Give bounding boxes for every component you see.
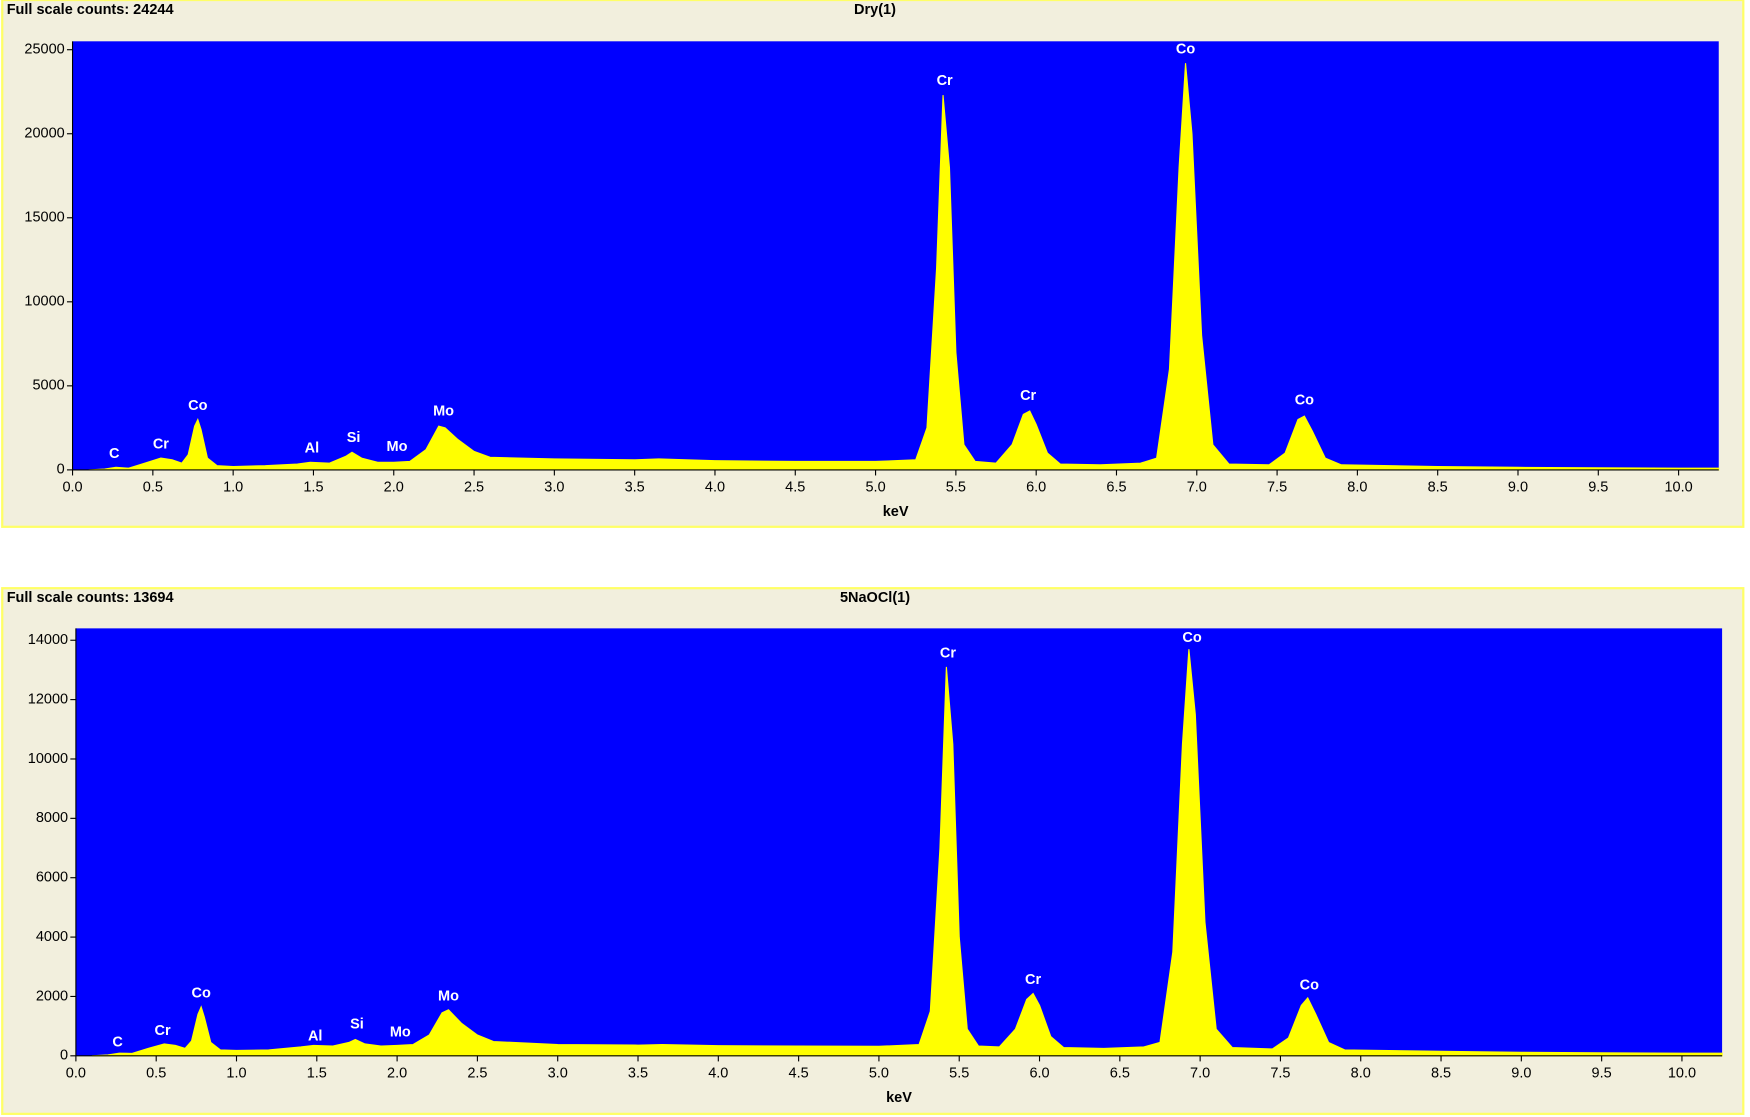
- x-tick-label: 4.5: [785, 480, 805, 496]
- chart-title: 5NaOCl(1): [840, 590, 910, 606]
- x-tick-label: 6.0: [1029, 1066, 1049, 1082]
- x-tick-label: 8.0: [1347, 480, 1367, 496]
- y-tick-label: 4000: [36, 929, 68, 945]
- y-tick-label: 10000: [24, 294, 64, 310]
- peak-label: Mo: [433, 404, 454, 420]
- peak-label: Cr: [153, 437, 169, 453]
- peak-label: Co: [1295, 393, 1314, 409]
- peak-label: Cr: [1020, 388, 1036, 404]
- peak-label: Mo: [386, 439, 407, 455]
- x-tick-label: 8.0: [1351, 1066, 1371, 1082]
- spectrum-area: [91, 649, 1723, 1057]
- plot-background: [75, 628, 1723, 1056]
- y-tick-label: 0: [57, 462, 65, 478]
- y-tick-label: 10000: [28, 751, 68, 767]
- x-tick-label: 5.0: [865, 480, 885, 496]
- peak-label: Cr: [940, 645, 956, 661]
- peak-label: Co: [1176, 42, 1195, 58]
- y-tick-label: 14000: [28, 632, 68, 648]
- x-tick-label: 9.5: [1588, 480, 1608, 496]
- peak-label: Si: [350, 1016, 364, 1032]
- x-tick-label: 1.0: [223, 480, 243, 496]
- peak-label: Cr: [155, 1023, 171, 1039]
- x-tick-label: 8.5: [1428, 480, 1448, 496]
- peak-label: Al: [305, 441, 320, 457]
- peak-label: Mo: [438, 989, 459, 1005]
- x-tick-label: 10.0: [1668, 1066, 1696, 1082]
- y-tick-label: 8000: [36, 810, 68, 826]
- peak-label: Al: [308, 1029, 323, 1045]
- peak-label: Mo: [390, 1024, 411, 1040]
- x-tick-label: 5.0: [869, 1066, 889, 1082]
- x-tick-label: 8.5: [1431, 1066, 1451, 1082]
- y-tick-label: 20000: [24, 126, 64, 142]
- x-tick-label: 2.0: [384, 480, 404, 496]
- peak-label: Co: [188, 398, 207, 414]
- peak-label: C: [112, 1034, 123, 1050]
- x-tick-label: 7.5: [1267, 480, 1287, 496]
- peak-label: Co: [1300, 977, 1319, 993]
- peak-label: Co: [191, 985, 210, 1001]
- spectrum-area: [88, 63, 1720, 471]
- x-tick-label: 9.0: [1508, 480, 1528, 496]
- peak-label: C: [109, 446, 120, 462]
- x-tick-label: 1.5: [307, 1066, 327, 1082]
- y-tick-label: 15000: [24, 210, 64, 226]
- x-tick-label: 6.5: [1110, 1066, 1130, 1082]
- subtitle: Full scale counts: 24244: [7, 2, 174, 18]
- x-tick-label: 4.5: [789, 1066, 809, 1082]
- x-tick-label: 3.5: [628, 1066, 648, 1082]
- x-tick-label: 3.0: [548, 1066, 568, 1082]
- x-tick-label: 0.0: [66, 1066, 86, 1082]
- x-axis-label: keV: [883, 504, 909, 520]
- x-axis-label: keV: [886, 1090, 912, 1106]
- y-tick-label: 0: [60, 1048, 68, 1064]
- x-tick-label: 1.0: [226, 1066, 246, 1082]
- x-tick-label: 5.5: [949, 1066, 969, 1082]
- peak-label: Cr: [937, 73, 953, 89]
- x-tick-label: 5.5: [946, 480, 966, 496]
- x-tick-label: 7.0: [1190, 1066, 1210, 1082]
- y-tick-label: 12000: [28, 691, 68, 707]
- x-tick-label: 1.5: [303, 480, 323, 496]
- x-tick-label: 3.0: [544, 480, 564, 496]
- x-tick-label: 3.5: [625, 480, 645, 496]
- x-tick-label: 4.0: [708, 1066, 728, 1082]
- x-tick-label: 2.5: [464, 480, 484, 496]
- x-tick-label: 9.5: [1592, 1066, 1612, 1082]
- peak-label: Cr: [1025, 972, 1041, 988]
- subtitle: Full scale counts: 13694: [7, 590, 174, 606]
- x-tick-label: 6.0: [1026, 480, 1046, 496]
- peak-label: Si: [347, 430, 361, 446]
- y-tick-label: 25000: [24, 42, 64, 58]
- x-tick-label: 2.5: [467, 1066, 487, 1082]
- x-tick-label: 0.5: [146, 1066, 166, 1082]
- x-tick-label: 0.5: [143, 480, 163, 496]
- y-tick-label: 2000: [36, 988, 68, 1004]
- peak-label: Co: [1182, 630, 1201, 646]
- y-tick-label: 6000: [36, 870, 68, 886]
- x-tick-label: 10.0: [1664, 480, 1692, 496]
- x-tick-label: 4.0: [705, 480, 725, 496]
- x-tick-label: 9.0: [1511, 1066, 1531, 1082]
- y-tick-label: 5000: [32, 378, 64, 394]
- x-tick-label: 6.5: [1106, 480, 1126, 496]
- x-tick-label: 7.0: [1187, 480, 1207, 496]
- x-tick-label: 2.0: [387, 1066, 407, 1082]
- chart-title: Dry(1): [854, 2, 896, 18]
- plot-background: [72, 41, 1719, 470]
- x-tick-label: 0.0: [62, 480, 82, 496]
- x-tick-label: 7.5: [1270, 1066, 1290, 1082]
